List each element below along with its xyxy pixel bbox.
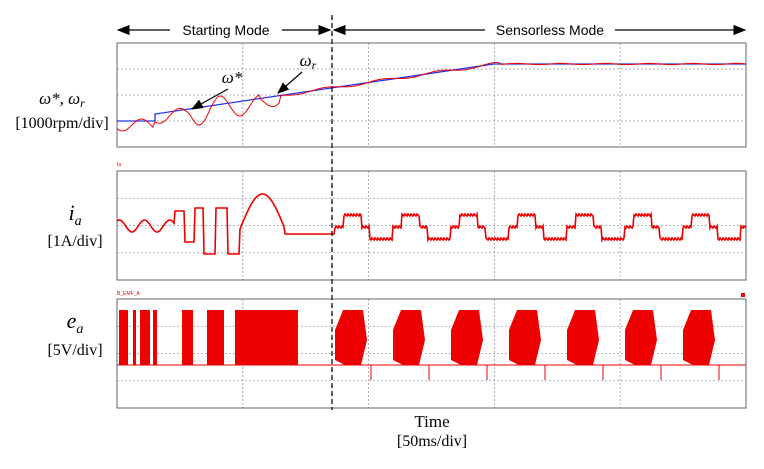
emf-burst [140, 310, 150, 365]
panel-frame [116, 170, 747, 281]
emf-marker [741, 293, 745, 297]
emf-burst [567, 310, 599, 365]
annotation-main: ω [300, 51, 312, 70]
panel-label: ia [68, 200, 81, 229]
emf-burst [683, 310, 715, 365]
emf-burst [335, 310, 367, 365]
emf-burst [509, 310, 541, 365]
speed-actual [116, 62, 746, 132]
annotation-sub: r [312, 58, 317, 72]
emf-burst [625, 310, 657, 365]
annotation-arrow [277, 71, 303, 94]
annotation-arrow [190, 88, 229, 110]
channel-tag: B_EMF_A [117, 291, 140, 297]
x-axis-title: Time [414, 412, 449, 431]
emf-burst [153, 310, 157, 365]
channel-tag: Ia [117, 162, 121, 168]
x-axis-scale: [50ms/div] [397, 433, 467, 450]
label-main: i [68, 200, 74, 225]
label-sub: a [75, 214, 82, 229]
emf-burst [133, 310, 136, 365]
label-main: ω*, ω [39, 89, 80, 108]
emf-burst [207, 310, 224, 365]
emf-burst [235, 310, 298, 365]
emf-burst [451, 310, 483, 365]
panel-scale: [5V/div] [47, 342, 102, 359]
panel-label: ω*, ωr [39, 89, 85, 110]
panel-scale: [1000rpm/div] [15, 115, 108, 132]
panel-frame [116, 42, 747, 148]
panel-scale: [1A/div] [47, 233, 102, 250]
emf-burst [393, 310, 425, 365]
mode-label: Starting Mode [182, 22, 269, 38]
label-sub: a [76, 322, 83, 337]
panel-frame [116, 298, 747, 409]
emf-burst [119, 310, 128, 365]
label-sub: r [80, 96, 85, 110]
panel-label: ea [67, 308, 84, 337]
annotation: ωr [300, 51, 317, 72]
label-main: e [67, 308, 77, 333]
annotation: ω* [222, 68, 243, 87]
current-wave [116, 193, 747, 255]
emf-burst [182, 310, 193, 365]
mode-label: Sensorless Mode [496, 22, 604, 38]
